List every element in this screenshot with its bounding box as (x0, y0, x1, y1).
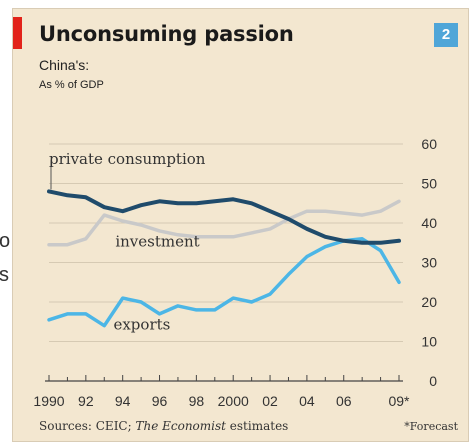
series-line-exports (47, 237, 401, 328)
chart-number-badge: 2 (434, 23, 458, 47)
line-chart: 0 10 20 30 40 50 60 1990 92 94 96 98 2000 02 04 06 09* pr… (33, 136, 437, 409)
y-tick-label-10: 10 (421, 334, 437, 350)
x-tick-label-04: 04 (299, 393, 315, 409)
annotation-private-consumption: private consumption (49, 150, 206, 168)
chart-subtitle: China's: (39, 57, 90, 73)
edge-letter-s: s (0, 264, 9, 286)
units-label: As % of GDP (39, 79, 104, 91)
edge-letter-o: o (0, 230, 11, 252)
y-tick-label-50: 50 (421, 176, 437, 192)
sources-suffix: estimates (225, 419, 289, 433)
y-tick-label-60: 60 (421, 136, 437, 152)
x-tick-label-2000: 2000 (218, 393, 249, 409)
forecast-note: *Forecast (404, 420, 458, 433)
sources-note: Sources: CEIC; The Economist estimates (39, 419, 288, 433)
y-tick-label-40: 40 (421, 215, 437, 231)
x-tick-label-98: 98 (189, 393, 205, 409)
x-tick-label-94: 94 (115, 393, 131, 409)
annotation-exports: exports (113, 316, 170, 334)
chart-title: Unconsuming passion (39, 22, 294, 46)
y-tick-label-30: 30 (421, 255, 437, 271)
x-tick-label-92: 92 (78, 393, 94, 409)
series-line-investment (47, 199, 401, 247)
y-tick-label-0: 0 (429, 373, 437, 389)
y-tick-label-20: 20 (421, 294, 437, 310)
annotation-investment: investment (115, 233, 199, 251)
x-tick-label-96: 96 (152, 393, 168, 409)
accent-bar (13, 17, 22, 49)
x-tick-label-09f: 09* (388, 393, 410, 409)
x-tick-label-06: 06 (336, 393, 352, 409)
sources-prefix: Sources: CEIC; (39, 419, 136, 433)
x-tick-label-02: 02 (262, 393, 278, 409)
sources-italic: The Economist (135, 419, 226, 433)
chart-panel: Unconsuming passion 2 China's: As % of G… (12, 8, 469, 442)
series-line-private-consumption (47, 189, 401, 245)
x-tick-label-1990: 1990 (33, 393, 64, 409)
